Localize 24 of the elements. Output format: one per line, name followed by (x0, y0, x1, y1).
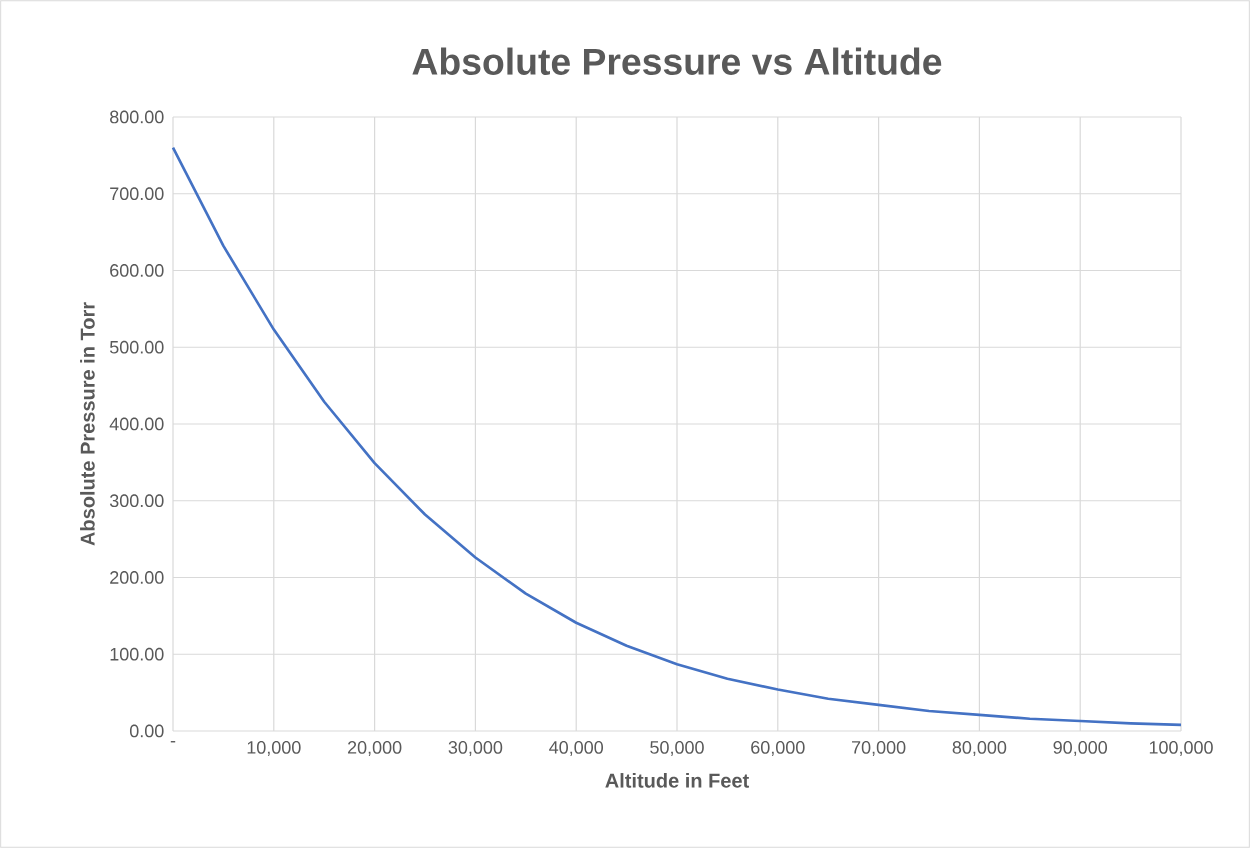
x-tick-label: 80,000 (952, 741, 1007, 756)
x-tick-label: 20,000 (347, 741, 402, 756)
x-tick-label: 90,000 (1053, 741, 1108, 756)
y-tick-label: 200.00 (110, 571, 164, 584)
y-tick-label: 700.00 (110, 187, 164, 201)
line-series (171, 146, 1183, 727)
x-tick-label: 10,000 (247, 741, 301, 756)
x-tick-label: 30,000 (448, 741, 503, 756)
y-tick-label: 100.00 (110, 647, 164, 661)
y-tick-label: 600.00 (110, 264, 164, 277)
chart-title: Absolute Pressure vs Altitude (412, 47, 942, 75)
y-tick-label: 500.00 (109, 340, 164, 354)
x-tick-label: 40,000 (549, 741, 604, 756)
x-tick-label: 70,000 (852, 741, 906, 756)
x-axis-title: Altitude in Feet (605, 773, 749, 788)
y-tick-label: 400.00 (109, 417, 164, 431)
y-axis-title: Absolute Pressure in Torr (80, 302, 95, 546)
y-tick-label: 0.00 (129, 724, 164, 738)
x-tick-label: 60,000 (751, 741, 805, 756)
x-tick-label: 100,000 (1149, 741, 1213, 756)
y-tick-label: 800.00 (110, 110, 164, 124)
x-tick-label: 50,000 (650, 741, 704, 756)
x-tick-label: - (170, 741, 176, 743)
y-tick-label: 300.00 (109, 494, 164, 508)
